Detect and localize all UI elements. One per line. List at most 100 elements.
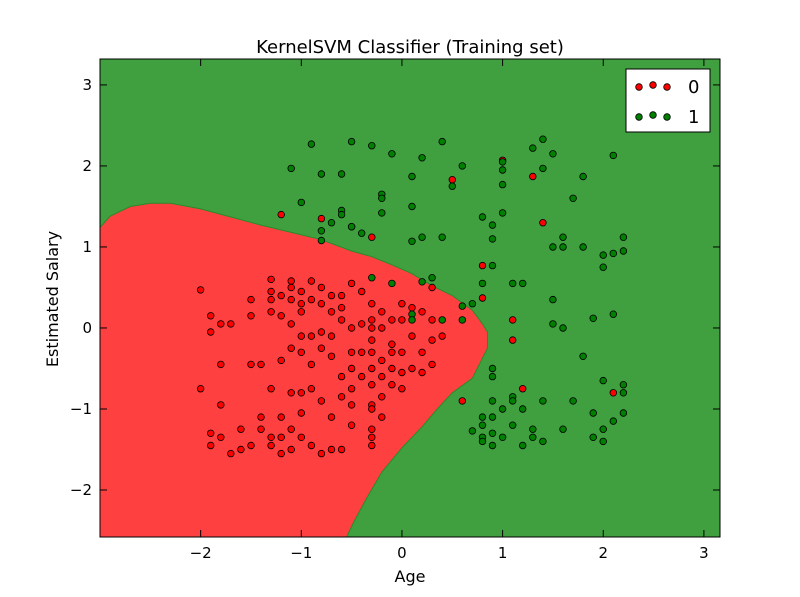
data-point-class-0 bbox=[247, 295, 255, 304]
data-point-class-1 bbox=[388, 279, 396, 288]
data-point-class-1 bbox=[408, 202, 416, 211]
data-point-class-0 bbox=[217, 320, 225, 328]
data-point-class-0 bbox=[277, 433, 285, 441]
data-point-class-1 bbox=[599, 251, 607, 259]
data-point-class-1 bbox=[488, 397, 497, 405]
legend: 0 1 bbox=[625, 68, 711, 133]
data-points bbox=[196, 135, 628, 458]
x-tick-label: 3 bbox=[699, 544, 709, 562]
data-point-class-0 bbox=[267, 295, 275, 304]
data-point-class-0 bbox=[217, 433, 225, 441]
data-point-class-0 bbox=[388, 340, 396, 348]
data-point-class-1 bbox=[569, 397, 577, 405]
data-point-class-0 bbox=[277, 210, 285, 219]
data-point-class-0 bbox=[358, 348, 366, 356]
data-point-class-0 bbox=[287, 295, 295, 304]
data-point-class-1 bbox=[378, 194, 386, 202]
data-point-class-0 bbox=[257, 413, 265, 421]
data-point-class-0 bbox=[277, 312, 285, 320]
data-point-class-0 bbox=[327, 445, 336, 454]
data-point-class-0 bbox=[297, 389, 305, 397]
data-point-class-0 bbox=[509, 316, 517, 324]
data-point-class-0 bbox=[378, 372, 386, 381]
legend-marker bbox=[649, 81, 657, 89]
axes-frame bbox=[99, 58, 721, 538]
data-point-class-1 bbox=[488, 441, 497, 450]
data-point-class-0 bbox=[378, 324, 386, 332]
data-point-class-0 bbox=[347, 401, 356, 409]
data-point-class-1 bbox=[438, 137, 446, 146]
data-point-class-1 bbox=[609, 417, 617, 425]
data-point-class-0 bbox=[297, 409, 305, 417]
data-point-class-0 bbox=[277, 413, 285, 421]
data-point-class-0 bbox=[509, 336, 517, 344]
data-point-class-1 bbox=[519, 441, 527, 450]
data-point-class-1 bbox=[368, 141, 376, 150]
data-point-class-0 bbox=[388, 364, 396, 373]
data-point-class-0 bbox=[519, 385, 527, 393]
data-point-class-1 bbox=[438, 233, 446, 241]
data-point-class-1 bbox=[498, 166, 507, 174]
data-point-class-0 bbox=[398, 368, 406, 377]
legend-label: 0 bbox=[688, 77, 699, 98]
data-point-class-0 bbox=[196, 385, 205, 393]
data-point-class-0 bbox=[347, 364, 356, 373]
data-point-class-0 bbox=[307, 360, 316, 369]
data-point-class-0 bbox=[408, 332, 416, 340]
data-point-class-0 bbox=[206, 441, 215, 450]
data-point-class-1 bbox=[599, 425, 607, 433]
data-point-class-1 bbox=[488, 235, 497, 243]
data-point-class-0 bbox=[257, 425, 265, 433]
y-tick-label: 1 bbox=[82, 238, 92, 256]
data-point-class-1 bbox=[347, 137, 356, 146]
data-point-class-0 bbox=[267, 287, 275, 296]
data-point-class-1 bbox=[529, 425, 537, 433]
data-point-class-1 bbox=[498, 433, 507, 441]
y-tick-label: 2 bbox=[82, 157, 92, 175]
y-tick-label: 3 bbox=[82, 76, 92, 94]
x-tick-label: 2 bbox=[598, 544, 608, 562]
data-point-class-0 bbox=[267, 441, 275, 450]
data-point-class-0 bbox=[368, 433, 376, 441]
data-point-class-1 bbox=[317, 170, 326, 178]
data-point-class-0 bbox=[227, 320, 235, 328]
data-point-class-0 bbox=[327, 332, 336, 340]
data-point-class-0 bbox=[297, 308, 305, 316]
data-point-class-0 bbox=[307, 332, 316, 340]
data-point-class-0 bbox=[287, 425, 295, 433]
data-point-class-1 bbox=[448, 182, 456, 190]
data-point-class-0 bbox=[327, 291, 336, 300]
data-point-class-0 bbox=[317, 214, 326, 223]
data-point-class-0 bbox=[277, 291, 285, 300]
data-point-class-1 bbox=[559, 425, 567, 433]
data-point-class-0 bbox=[418, 308, 426, 316]
legend-marker bbox=[649, 111, 657, 119]
data-point-class-1 bbox=[317, 227, 326, 235]
data-point-class-1 bbox=[539, 397, 547, 405]
data-point-class-1 bbox=[337, 170, 346, 178]
data-point-class-0 bbox=[347, 421, 356, 429]
data-point-class-1 bbox=[468, 427, 477, 435]
x-axis: −2 −1 0 1 2 3 bbox=[190, 59, 709, 562]
data-point-class-1 bbox=[458, 302, 466, 310]
data-point-class-0 bbox=[287, 320, 295, 328]
data-point-class-1 bbox=[589, 433, 597, 441]
data-point-class-1 bbox=[478, 279, 487, 288]
data-point-class-1 bbox=[609, 310, 617, 318]
data-point-class-0 bbox=[337, 372, 346, 381]
data-point-class-0 bbox=[398, 316, 406, 324]
data-point-class-0 bbox=[347, 324, 356, 332]
data-point-class-0 bbox=[206, 312, 215, 320]
data-point-class-1 bbox=[478, 213, 487, 221]
data-point-class-1 bbox=[378, 209, 386, 217]
data-point-class-1 bbox=[438, 316, 446, 324]
data-point-class-1 bbox=[488, 364, 497, 373]
data-point-class-1 bbox=[529, 433, 537, 441]
data-point-class-0 bbox=[368, 364, 376, 373]
data-point-class-1 bbox=[358, 229, 366, 237]
data-point-class-0 bbox=[378, 393, 386, 401]
data-point-class-1 bbox=[619, 409, 628, 417]
data-point-class-0 bbox=[428, 336, 436, 344]
data-point-class-1 bbox=[559, 233, 567, 241]
